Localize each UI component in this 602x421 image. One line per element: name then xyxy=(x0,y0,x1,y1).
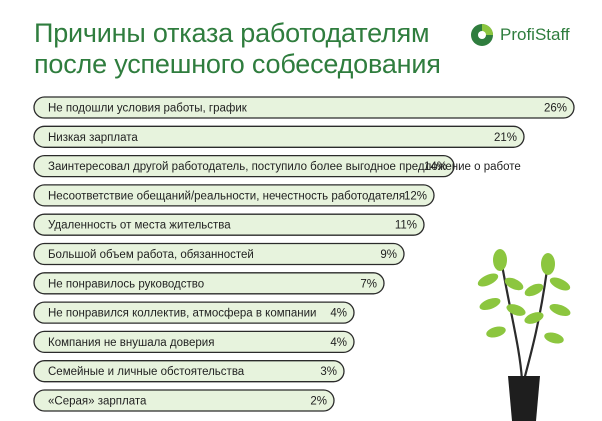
bar-row: Большой объем работа, обязанностей 9% xyxy=(33,242,405,266)
bar-row: Не подошли условия работы, график 26% xyxy=(33,96,575,119)
bar-category-label: Несоответствие обещаний/реальности, нече… xyxy=(48,190,405,202)
bar-value-label: 4% xyxy=(330,308,347,320)
bar xyxy=(33,272,385,295)
bar-value-label: 7% xyxy=(360,278,377,290)
bar xyxy=(33,154,455,178)
bar-category-label: Не понравилось руководство xyxy=(48,278,204,290)
bar-value-label: 11% xyxy=(395,220,417,232)
bar-value-label: 9% xyxy=(380,249,397,261)
bar-category-label: Удаленность от места жительства xyxy=(48,220,231,232)
bar-row: Компания не внушала доверия 4% xyxy=(33,330,355,354)
logo-text: ProfiStaff xyxy=(500,25,570,44)
bar-value-label: 21% xyxy=(494,132,517,144)
bar-value-label: 2% xyxy=(310,396,327,408)
bar-row: Не понравился коллектив, атмосфера в ком… xyxy=(33,301,355,324)
chart-title-line-1: Причины отказа работодателям xyxy=(34,18,430,48)
bar-category-label: Большой объем работа, обязанностей xyxy=(48,249,254,261)
bar-value-label: 26% xyxy=(544,103,567,115)
bar-value-label: 4% xyxy=(330,337,347,349)
bar-category-label: Низкая зарплата xyxy=(48,132,138,144)
bar-category-label: Семейные и личные обстоятельства xyxy=(48,366,245,378)
brand-logo: ProfiStaff xyxy=(470,22,570,48)
bar-value-label: 14% xyxy=(424,161,447,173)
bar xyxy=(33,301,355,324)
chart-title: Причины отказа работодателям после успеш… xyxy=(34,18,454,80)
bar xyxy=(33,389,335,412)
bar-row: Не понравилось руководство 7% xyxy=(33,272,385,295)
bar xyxy=(33,360,345,383)
bar-category-label: «Серая» зарплата xyxy=(48,396,147,408)
bar xyxy=(33,213,425,236)
bar-value-label: 3% xyxy=(320,366,337,378)
bar-row: Несоответствие обещаний/реальности, нече… xyxy=(33,184,435,207)
bar-category-label: Компания не внушала доверия xyxy=(48,337,214,349)
bar-row: Семейные и личные обстоятельства 3% xyxy=(33,360,345,383)
bar-row: «Серая» зарплата 2% xyxy=(33,389,335,412)
bar-row: Низкая зарплата 21% xyxy=(33,125,525,148)
bar-category-label: Заинтересовал другой работодатель, посту… xyxy=(48,161,521,173)
bar xyxy=(33,125,525,148)
bar-category-label: Не понравился коллектив, атмосфера в ком… xyxy=(48,308,316,320)
bar-category-label: Не подошли условия работы, график xyxy=(48,103,248,115)
bar xyxy=(33,242,405,266)
bar xyxy=(33,330,355,354)
profistaff-logo-icon xyxy=(471,24,493,46)
chart-title-line-2: после успешного собеседования xyxy=(34,49,441,79)
bar xyxy=(33,184,435,207)
plant-illustration xyxy=(477,249,571,421)
bar xyxy=(33,96,575,119)
bar-value-label: 12% xyxy=(404,190,427,202)
bar-row: Заинтересовал другой работодатель, посту… xyxy=(33,154,521,178)
bar-row: Удаленность от места жительства 11% xyxy=(33,213,425,236)
